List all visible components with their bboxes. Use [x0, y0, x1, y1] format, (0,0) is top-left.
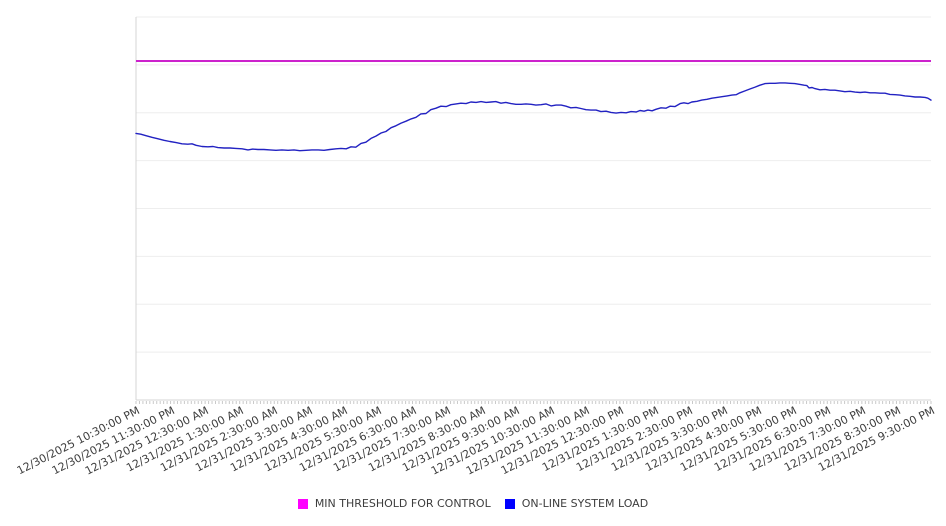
- legend: MIN THRESHOLD FOR CONTROL ON-LINE SYSTEM…: [0, 497, 946, 510]
- legend-label-min-threshold: MIN THRESHOLD FOR CONTROL: [314, 497, 491, 510]
- legend-label-online-system-load: ON-LINE SYSTEM LOAD: [521, 497, 649, 510]
- legend-item-online-system-load[interactable]: ON-LINE SYSTEM LOAD: [504, 497, 649, 510]
- load-line: [135, 82, 932, 152]
- legend-swatch-min-threshold-icon: [297, 498, 308, 509]
- legend-item-min-threshold[interactable]: MIN THRESHOLD FOR CONTROL: [297, 497, 491, 510]
- legend-swatch-online-system-load-icon: [504, 498, 515, 509]
